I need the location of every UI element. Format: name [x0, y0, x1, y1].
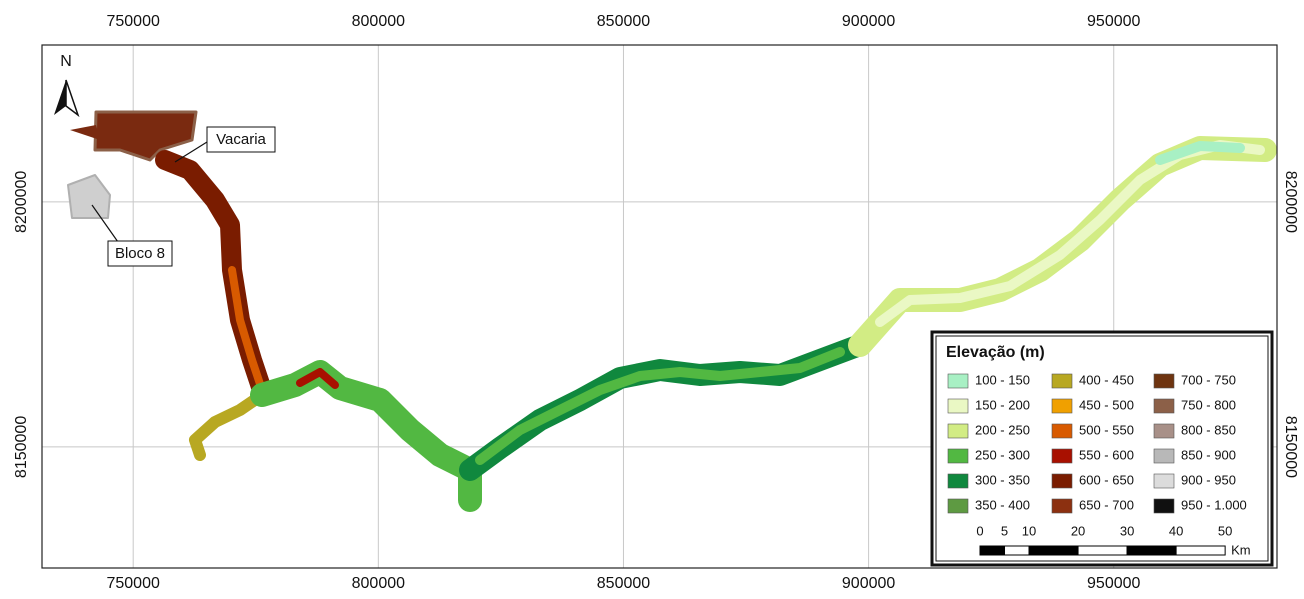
y-tick-label: 8150000: [1282, 416, 1299, 478]
legend-swatch: [1154, 499, 1174, 513]
scale-segment: [980, 546, 1005, 555]
legend-swatch: [1052, 399, 1072, 413]
place-label: Bloco 8: [115, 245, 165, 262]
legend-swatch: [948, 399, 968, 413]
x-tick-label: 950000: [1087, 13, 1140, 30]
legend-label: 300 - 350: [975, 472, 1030, 487]
legend-label: 700 - 750: [1181, 372, 1236, 387]
y-tick-label: 8200000: [1282, 171, 1299, 233]
x-tick-label: 750000: [106, 13, 159, 30]
map: N Vacaria Bloco 8 Elevação (m) 100 - 150…: [0, 0, 1304, 599]
legend-swatch: [948, 474, 968, 488]
legend-swatch: [948, 499, 968, 513]
scale-segment: [1127, 546, 1176, 555]
x-tick-label: 800000: [352, 13, 405, 30]
legend-swatch: [948, 449, 968, 463]
page: N Vacaria Bloco 8 Elevação (m) 100 - 150…: [0, 0, 1304, 599]
legend-label: 650 - 700: [1079, 497, 1134, 512]
legend-label: 250 - 300: [975, 447, 1030, 462]
x-tick-label: 900000: [842, 13, 895, 30]
y-tick-label: 8200000: [13, 171, 30, 233]
scale-label: 30: [1120, 523, 1134, 538]
legend-label: 350 - 400: [975, 497, 1030, 512]
legend-swatch: [1052, 474, 1072, 488]
legend-swatch: [948, 424, 968, 438]
legend-swatch: [1154, 424, 1174, 438]
legend-title: Elevação (m): [946, 344, 1045, 361]
north-label: N: [60, 53, 72, 70]
x-tick-label: 850000: [597, 13, 650, 30]
legend-swatch: [1154, 474, 1174, 488]
legend-label: 900 - 950: [1181, 472, 1236, 487]
x-tick-label: 750000: [106, 575, 159, 592]
scale-segment: [1029, 546, 1078, 555]
legend-label: 450 - 500: [1079, 397, 1134, 412]
x-tick-label: 850000: [597, 575, 650, 592]
legend-swatch: [1052, 499, 1072, 513]
scale-label: 0: [976, 523, 983, 538]
legend-label: 500 - 550: [1079, 422, 1134, 437]
x-tick-label: 950000: [1087, 575, 1140, 592]
x-tick-label: 800000: [352, 575, 405, 592]
legend-label: 550 - 600: [1079, 447, 1134, 462]
scale-label: 5: [1001, 523, 1008, 538]
legend-swatch: [1052, 424, 1072, 438]
legend-swatch: [1154, 449, 1174, 463]
legend-label: 100 - 150: [975, 372, 1030, 387]
legend-swatch: [948, 374, 968, 388]
scale-label: 40: [1169, 523, 1183, 538]
legend-swatch: [1154, 399, 1174, 413]
legend-label: 600 - 650: [1079, 472, 1134, 487]
scale-label: 10: [1022, 523, 1036, 538]
y-tick-label: 8150000: [13, 416, 30, 478]
legend-swatch: [1052, 449, 1072, 463]
scale-label: 50: [1218, 523, 1232, 538]
scale-label: 20: [1071, 523, 1085, 538]
legend-label: 950 - 1.000: [1181, 497, 1247, 512]
scale-segment: [1078, 546, 1127, 555]
scale-segment: [1176, 546, 1225, 555]
legend: Elevação (m) 100 - 150 150 - 200 200 - 250…: [932, 332, 1272, 565]
legend-swatch: [1052, 374, 1072, 388]
legend-label: 800 - 850: [1181, 422, 1236, 437]
scale-segment: [1005, 546, 1030, 555]
scale-unit: Km: [1231, 542, 1251, 557]
legend-label: 150 - 200: [975, 397, 1030, 412]
legend-swatch: [1154, 374, 1174, 388]
legend-label: 750 - 800: [1181, 397, 1236, 412]
legend-label: 200 - 250: [975, 422, 1030, 437]
legend-label: 850 - 900: [1181, 447, 1236, 462]
legend-label: 400 - 450: [1079, 372, 1134, 387]
place-label: Vacaria: [216, 131, 266, 148]
x-tick-label: 900000: [842, 575, 895, 592]
